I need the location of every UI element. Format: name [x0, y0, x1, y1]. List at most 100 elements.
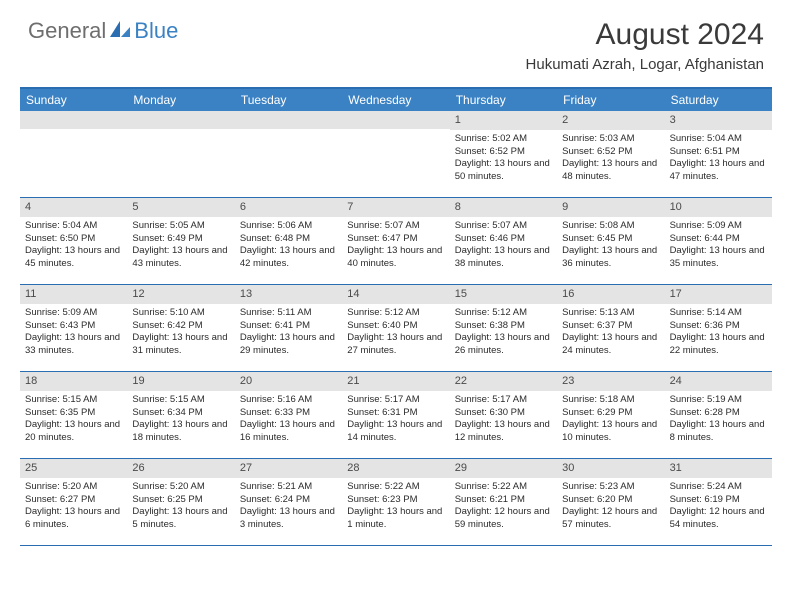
- day-info-line: Sunrise: 5:05 AM: [132, 220, 229, 233]
- day-cell: [20, 111, 127, 197]
- day-info-line: Daylight: 13 hours and 6 minutes.: [25, 506, 122, 532]
- day-info-line: Sunrise: 5:10 AM: [132, 307, 229, 320]
- day-info-line: Sunrise: 5:15 AM: [25, 394, 122, 407]
- day-cell: 9Sunrise: 5:08 AMSunset: 6:45 PMDaylight…: [557, 198, 664, 284]
- day-info-line: Sunrise: 5:12 AM: [347, 307, 444, 320]
- day-cell: 18Sunrise: 5:15 AMSunset: 6:35 PMDayligh…: [20, 372, 127, 458]
- day-info-line: Daylight: 13 hours and 12 minutes.: [455, 419, 552, 445]
- day-number: 18: [20, 372, 127, 391]
- day-number: 4: [20, 198, 127, 217]
- day-body: Sunrise: 5:24 AMSunset: 6:19 PMDaylight:…: [665, 478, 772, 536]
- day-info-line: Sunrise: 5:16 AM: [240, 394, 337, 407]
- day-number: 22: [450, 372, 557, 391]
- day-cell: 23Sunrise: 5:18 AMSunset: 6:29 PMDayligh…: [557, 372, 664, 458]
- day-cell: 6Sunrise: 5:06 AMSunset: 6:48 PMDaylight…: [235, 198, 342, 284]
- day-cell: 14Sunrise: 5:12 AMSunset: 6:40 PMDayligh…: [342, 285, 449, 371]
- day-info-line: Sunrise: 5:09 AM: [25, 307, 122, 320]
- day-body: Sunrise: 5:05 AMSunset: 6:49 PMDaylight:…: [127, 217, 234, 275]
- day-cell: 4Sunrise: 5:04 AMSunset: 6:50 PMDaylight…: [20, 198, 127, 284]
- day-info-line: Sunset: 6:48 PM: [240, 233, 337, 246]
- dow-wednesday: Wednesday: [342, 89, 449, 111]
- day-cell: 28Sunrise: 5:22 AMSunset: 6:23 PMDayligh…: [342, 459, 449, 545]
- day-info-line: Sunset: 6:25 PM: [132, 494, 229, 507]
- weeks-container: 1Sunrise: 5:02 AMSunset: 6:52 PMDaylight…: [20, 111, 772, 546]
- day-cell: 31Sunrise: 5:24 AMSunset: 6:19 PMDayligh…: [665, 459, 772, 545]
- day-info-line: Sunrise: 5:12 AM: [455, 307, 552, 320]
- day-info-line: Daylight: 13 hours and 22 minutes.: [670, 332, 767, 358]
- day-info-line: Daylight: 13 hours and 35 minutes.: [670, 245, 767, 271]
- day-number: 26: [127, 459, 234, 478]
- day-info-line: Daylight: 13 hours and 8 minutes.: [670, 419, 767, 445]
- day-body: Sunrise: 5:15 AMSunset: 6:34 PMDaylight:…: [127, 391, 234, 449]
- day-info-line: Sunrise: 5:11 AM: [240, 307, 337, 320]
- day-info-line: Sunrise: 5:17 AM: [347, 394, 444, 407]
- day-number: 19: [127, 372, 234, 391]
- day-body: Sunrise: 5:08 AMSunset: 6:45 PMDaylight:…: [557, 217, 664, 275]
- dow-sunday: Sunday: [20, 89, 127, 111]
- day-info-line: Daylight: 13 hours and 38 minutes.: [455, 245, 552, 271]
- day-info-line: Sunrise: 5:13 AM: [562, 307, 659, 320]
- day-number: 13: [235, 285, 342, 304]
- day-body: Sunrise: 5:11 AMSunset: 6:41 PMDaylight:…: [235, 304, 342, 362]
- day-info-line: Sunrise: 5:24 AM: [670, 481, 767, 494]
- day-body: Sunrise: 5:12 AMSunset: 6:40 PMDaylight:…: [342, 304, 449, 362]
- day-body: Sunrise: 5:09 AMSunset: 6:44 PMDaylight:…: [665, 217, 772, 275]
- day-info-line: Daylight: 12 hours and 59 minutes.: [455, 506, 552, 532]
- day-info-line: Daylight: 13 hours and 5 minutes.: [132, 506, 229, 532]
- week-row: 4Sunrise: 5:04 AMSunset: 6:50 PMDaylight…: [20, 198, 772, 285]
- day-info-line: Sunset: 6:31 PM: [347, 407, 444, 420]
- day-number: 25: [20, 459, 127, 478]
- day-info-line: Daylight: 13 hours and 1 minute.: [347, 506, 444, 532]
- logo: General Blue: [28, 18, 178, 44]
- day-info-line: Sunset: 6:23 PM: [347, 494, 444, 507]
- day-number: [342, 111, 449, 129]
- day-number: 12: [127, 285, 234, 304]
- day-info-line: Sunset: 6:51 PM: [670, 146, 767, 159]
- day-cell: 10Sunrise: 5:09 AMSunset: 6:44 PMDayligh…: [665, 198, 772, 284]
- day-body: Sunrise: 5:20 AMSunset: 6:25 PMDaylight:…: [127, 478, 234, 536]
- day-cell: 20Sunrise: 5:16 AMSunset: 6:33 PMDayligh…: [235, 372, 342, 458]
- month-title: August 2024: [526, 18, 764, 52]
- day-info-line: Daylight: 13 hours and 40 minutes.: [347, 245, 444, 271]
- day-number: 27: [235, 459, 342, 478]
- day-info-line: Daylight: 12 hours and 54 minutes.: [670, 506, 767, 532]
- day-info-line: Sunset: 6:20 PM: [562, 494, 659, 507]
- day-number: 10: [665, 198, 772, 217]
- dow-thursday: Thursday: [450, 89, 557, 111]
- day-cell: 2Sunrise: 5:03 AMSunset: 6:52 PMDaylight…: [557, 111, 664, 197]
- header: General Blue August 2024 Hukumati Azrah,…: [0, 0, 792, 81]
- day-info-line: Sunrise: 5:07 AM: [455, 220, 552, 233]
- day-info-line: Sunrise: 5:04 AM: [25, 220, 122, 233]
- day-number: 30: [557, 459, 664, 478]
- day-info-line: Daylight: 13 hours and 20 minutes.: [25, 419, 122, 445]
- day-body: Sunrise: 5:20 AMSunset: 6:27 PMDaylight:…: [20, 478, 127, 536]
- day-cell: 19Sunrise: 5:15 AMSunset: 6:34 PMDayligh…: [127, 372, 234, 458]
- dow-header-row: Sunday Monday Tuesday Wednesday Thursday…: [20, 89, 772, 111]
- day-info-line: Sunrise: 5:22 AM: [455, 481, 552, 494]
- day-body: Sunrise: 5:03 AMSunset: 6:52 PMDaylight:…: [557, 130, 664, 188]
- day-info-line: Sunset: 6:36 PM: [670, 320, 767, 333]
- day-info-line: Daylight: 13 hours and 26 minutes.: [455, 332, 552, 358]
- day-body: Sunrise: 5:19 AMSunset: 6:28 PMDaylight:…: [665, 391, 772, 449]
- day-number: 21: [342, 372, 449, 391]
- day-body: Sunrise: 5:16 AMSunset: 6:33 PMDaylight:…: [235, 391, 342, 449]
- day-body: [235, 129, 342, 136]
- day-cell: 8Sunrise: 5:07 AMSunset: 6:46 PMDaylight…: [450, 198, 557, 284]
- day-cell: 16Sunrise: 5:13 AMSunset: 6:37 PMDayligh…: [557, 285, 664, 371]
- day-number: 1: [450, 111, 557, 130]
- day-info-line: Daylight: 13 hours and 31 minutes.: [132, 332, 229, 358]
- day-info-line: Daylight: 13 hours and 42 minutes.: [240, 245, 337, 271]
- day-info-line: Sunset: 6:40 PM: [347, 320, 444, 333]
- day-info-line: Sunset: 6:42 PM: [132, 320, 229, 333]
- dow-saturday: Saturday: [665, 89, 772, 111]
- day-info-line: Sunset: 6:21 PM: [455, 494, 552, 507]
- day-info-line: Daylight: 13 hours and 29 minutes.: [240, 332, 337, 358]
- day-number: 16: [557, 285, 664, 304]
- day-info-line: Sunrise: 5:06 AM: [240, 220, 337, 233]
- day-number: 14: [342, 285, 449, 304]
- day-body: Sunrise: 5:10 AMSunset: 6:42 PMDaylight:…: [127, 304, 234, 362]
- day-info-line: Sunrise: 5:02 AM: [455, 133, 552, 146]
- day-info-line: Sunrise: 5:07 AM: [347, 220, 444, 233]
- day-info-line: Daylight: 13 hours and 43 minutes.: [132, 245, 229, 271]
- day-cell: 25Sunrise: 5:20 AMSunset: 6:27 PMDayligh…: [20, 459, 127, 545]
